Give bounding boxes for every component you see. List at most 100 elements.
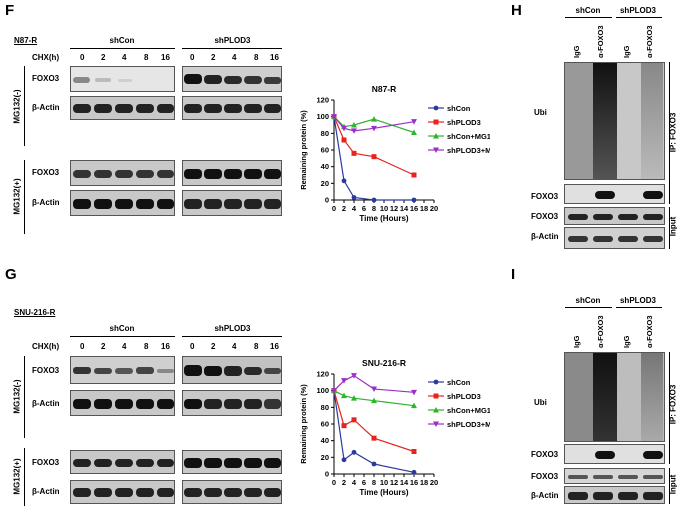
group-label-f-shplod3: shPLOD3: [214, 36, 251, 45]
input-bracket-i: [669, 468, 670, 504]
mg-minus-f: MG132(-): [12, 89, 22, 124]
x-tick-label: 0: [332, 204, 336, 213]
time-f-16b: 16: [270, 53, 279, 62]
time-g-16a: 16: [161, 342, 170, 351]
blot-h-ip-foxo3: [564, 184, 665, 204]
foxo3-label-h2: FOXO3: [531, 212, 559, 221]
data-point-1-4: [411, 172, 417, 178]
data-point-1-2: [351, 417, 357, 423]
x-tick-label: 14: [400, 204, 409, 213]
group-line-f-shcon: [70, 48, 175, 49]
blot-i-ubi: [564, 352, 665, 442]
time-g-8b: 8: [254, 342, 259, 351]
time-g-4b: 4: [232, 342, 237, 351]
mg-minus-g: MG132(-): [12, 379, 22, 414]
cond-label-g: CHX(h): [32, 342, 60, 351]
y-tick-label: 20: [321, 179, 329, 188]
data-point-0-4: [411, 197, 417, 203]
blot-g-actin-shplod3-mg-minus: [182, 390, 282, 416]
lane-h-2: α-FOXO3: [596, 25, 605, 58]
y-tick-label: 0: [325, 470, 329, 479]
data-point-2-4: [411, 402, 417, 409]
legend-label-2: shCon+MG132: [447, 132, 490, 141]
blot-f-foxo3-shcon-mg-plus: [70, 160, 175, 186]
blot-f-actin-shcon-mg-minus: [70, 96, 175, 120]
group-label-h-shplod3: shPLOD3: [619, 6, 656, 15]
time-f-8b: 8: [254, 53, 259, 62]
group-label-h-shcon: shCon: [575, 6, 601, 15]
x-tick-label: 10: [380, 204, 388, 213]
group-label-f-shcon: shCon: [109, 36, 135, 45]
data-point-3-3: [371, 386, 377, 392]
x-axis-label: Time (Hours): [359, 214, 409, 223]
lane-i-3: IgG: [622, 335, 631, 349]
data-point-0-2: [351, 449, 357, 455]
x-tick-label: 6: [362, 204, 366, 213]
ip-bracket-h: [669, 62, 670, 204]
blot-i-ip-foxo3: [564, 444, 665, 464]
time-g-2b: 2: [211, 342, 216, 351]
legend-label-2: shCon+MG132: [447, 406, 490, 415]
ip-label-i: IP: FOXO3: [668, 384, 678, 425]
lane-h-4: α-FOXO3: [645, 25, 654, 58]
cell-line-f: N87-R: [14, 36, 38, 45]
data-point-1-1: [341, 137, 347, 143]
x-tick-label: 18: [420, 204, 428, 213]
x-tick-label: 4: [352, 478, 357, 487]
actin-label-g2: β-Actin: [32, 487, 60, 496]
x-tick-label: 2: [342, 478, 346, 487]
y-tick-label: 120: [316, 370, 329, 379]
lane-h-3: IgG: [622, 45, 631, 59]
blot-i-input-actin: [564, 486, 665, 504]
blot-h-input-actin: [564, 227, 665, 249]
time-f-4a: 4: [122, 53, 127, 62]
blot-f-actin-shplod3-mg-minus: [182, 96, 282, 120]
x-tick-label: 8: [372, 478, 376, 487]
lane-i-4: α-FOXO3: [645, 315, 654, 348]
panel-label-i: I: [511, 266, 516, 283]
x-tick-label: 10: [380, 478, 388, 487]
data-point-2-3: [371, 397, 377, 404]
data-point-0-1: [341, 178, 347, 184]
actin-label-g1: β-Actin: [32, 399, 60, 408]
blot-f-foxo3-shplod3-mg-minus: [182, 66, 282, 92]
ubi-label-h: Ubi: [534, 108, 547, 117]
time-g-4a: 4: [122, 342, 127, 351]
data-point-1-3: [371, 435, 377, 441]
blot-g-actin-shplod3-mg-plus: [182, 480, 282, 504]
y-tick-label: 40: [321, 436, 329, 445]
data-point-3-4: [411, 389, 417, 396]
blot-g-foxo3-shplod3-mg-minus: [182, 356, 282, 384]
foxo3-label-i1: FOXO3: [531, 450, 559, 459]
time-f-16a: 16: [161, 53, 170, 62]
group-line-g-shplod3: [182, 336, 282, 337]
bracket-f-minus: [24, 66, 25, 146]
mg-plus-f: MG132(+): [12, 178, 22, 215]
data-point-0-2: [351, 195, 357, 200]
data-point-1-1: [341, 423, 347, 429]
x-tick-label: 12: [390, 478, 398, 487]
data-point-2-1: [341, 392, 347, 399]
x-tick-label: 18: [420, 478, 428, 487]
y-axis-label: Remaining protein (%): [299, 384, 308, 464]
y-tick-label: 100: [316, 386, 329, 395]
data-point-3-2: [351, 373, 357, 379]
bracket-f-plus: [24, 160, 25, 234]
blot-f-foxo3-shcon-mg-minus: [70, 66, 175, 92]
blot-g-actin-shcon-mg-plus: [70, 480, 175, 504]
group-label-i-shcon: shCon: [575, 296, 601, 305]
legend-label-0: shCon: [447, 104, 471, 113]
time-g-16b: 16: [270, 342, 279, 351]
actin-label-i: β-Actin: [531, 491, 559, 500]
legend-label-3: shPLOD3+MG132: [447, 146, 490, 155]
y-tick-label: 60: [321, 420, 329, 429]
y-tick-label: 100: [316, 112, 329, 121]
blot-g-foxo3-shplod3-mg-plus: [182, 450, 282, 474]
panel-label-g: G: [5, 266, 17, 283]
group-label-g-shcon: shCon: [109, 324, 135, 333]
x-axis-label: Time (Hours): [359, 488, 409, 497]
blot-f-actin-shplod3-mg-plus: [182, 190, 282, 216]
legend-marker-2: [433, 133, 439, 139]
time-f-0b: 0: [190, 53, 195, 62]
